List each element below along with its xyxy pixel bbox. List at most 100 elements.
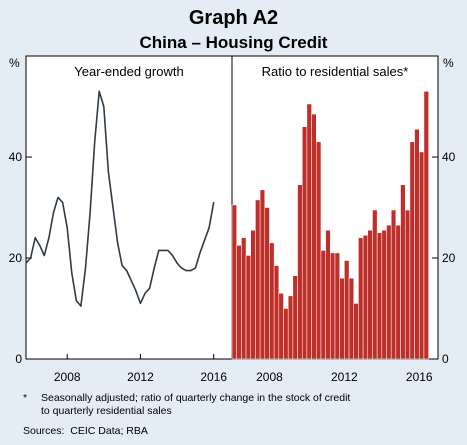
growth-point — [34, 237, 36, 239]
right-panel-title: Ratio to residential sales* — [262, 64, 409, 79]
growth-point — [126, 270, 128, 272]
growth-point — [167, 249, 169, 252]
right-y-tick-label: 0 — [442, 352, 449, 366]
growth-point — [62, 201, 64, 204]
left-x-axis: 2008 2012 2016 — [54, 354, 227, 384]
growth-line-layer — [25, 90, 215, 307]
left-x-tick-label: 2008 — [54, 370, 81, 384]
growth-point — [98, 90, 100, 92]
growth-point — [66, 227, 68, 229]
ratio-bar — [245, 255, 251, 360]
growth-point — [71, 272, 73, 274]
ratio-bar — [264, 207, 270, 360]
growth-point — [112, 206, 114, 209]
y-unit-right: % — [443, 56, 454, 70]
ratio-bar — [381, 229, 387, 360]
growth-point — [176, 262, 178, 264]
ratio-bar — [283, 308, 289, 360]
ratio-bar — [330, 252, 336, 360]
ratio-bar — [273, 265, 280, 360]
ratio-bar — [259, 189, 266, 360]
ratio-bar — [306, 103, 312, 360]
ratio-bar — [376, 232, 383, 360]
growth-point — [194, 267, 196, 269]
right-x-axis: 2008 2012 2016 — [256, 354, 433, 384]
growth-point — [75, 300, 77, 302]
right-y-tick-label: 20 — [442, 251, 456, 265]
ratio-bar — [409, 141, 415, 360]
growth-point — [48, 237, 50, 239]
chart-title: Graph A2 — [189, 7, 278, 29]
ratio-bar — [400, 184, 406, 360]
growth-point — [25, 262, 27, 264]
growth-point — [203, 239, 206, 241]
growth-point — [29, 257, 32, 259]
ratio-bars — [231, 91, 429, 360]
growth-point — [135, 290, 137, 292]
growth-point — [153, 267, 155, 269]
ratio-bar — [316, 141, 322, 360]
sources: Sources: CEIC Data; RBA — [23, 425, 148, 437]
ratio-bar — [325, 229, 331, 360]
growth-point — [84, 267, 87, 269]
left-y-axis: 0 20 40 — [9, 150, 32, 366]
ratio-bar — [339, 277, 345, 360]
ratio-bar — [292, 275, 298, 360]
ratio-bar — [320, 250, 326, 360]
footnote-line-2: to quarterly residential sales — [41, 405, 172, 417]
ratio-bar — [358, 237, 364, 360]
ratio-bar — [236, 245, 242, 360]
growth-point — [130, 280, 132, 282]
left-x-tick-label: 2016 — [200, 370, 227, 384]
growth-point — [52, 211, 55, 214]
left-x-tick-label: 2012 — [127, 370, 154, 384]
ratio-bar — [353, 303, 359, 360]
left-y-tick-label: 40 — [9, 150, 23, 164]
growth-point — [39, 244, 41, 246]
ratio-bar — [404, 209, 411, 360]
growth-point — [103, 105, 105, 108]
ratio-bar — [278, 293, 284, 360]
right-y-tick-label: 40 — [442, 150, 456, 164]
growth-point — [208, 227, 210, 229]
right-y-axis: 0 20 40 — [432, 150, 456, 366]
growth-point — [43, 254, 45, 257]
growth-point — [162, 249, 164, 252]
ratio-bar — [419, 151, 425, 360]
footnote: * Seasonally adjusted; ratio of quarterl… — [23, 392, 350, 418]
growth-point — [107, 171, 109, 173]
left-y-tick-label: 20 — [9, 251, 23, 265]
ratio-bar — [362, 235, 369, 360]
growth-point — [185, 270, 187, 272]
footnote-line-1: Seasonally adjusted; ratio of quarterly … — [41, 392, 351, 404]
left-y-tick-label: 0 — [15, 352, 22, 366]
right-x-tick-label: 2012 — [331, 370, 358, 384]
growth-point — [144, 292, 146, 294]
growth-point — [57, 196, 59, 198]
growth-point — [181, 267, 183, 269]
y-unit-left: % — [9, 56, 20, 70]
ratio-bar — [287, 295, 294, 360]
ratio-bar — [414, 128, 420, 360]
ratio-bar — [231, 204, 237, 360]
footnote-marker: * — [23, 392, 28, 404]
right-x-tick-label: 2016 — [406, 370, 433, 384]
ratio-bar — [297, 184, 303, 360]
ratio-bar — [423, 91, 429, 360]
ratio-bar — [386, 224, 392, 360]
chart-subtitle: China – Housing Credit — [140, 33, 328, 52]
ratio-bar — [367, 229, 373, 360]
ratio-bar — [255, 199, 261, 360]
growth-point — [116, 242, 119, 244]
growth-series-line — [25, 90, 215, 307]
growth-point — [121, 264, 123, 267]
growth-point — [139, 302, 142, 305]
ratio-bar — [390, 209, 397, 360]
growth-point — [89, 211, 91, 214]
ratio-bar — [372, 209, 378, 360]
growth-point — [199, 252, 201, 254]
growth-point — [158, 249, 160, 252]
growth-point — [94, 141, 96, 143]
growth-point — [213, 201, 215, 204]
